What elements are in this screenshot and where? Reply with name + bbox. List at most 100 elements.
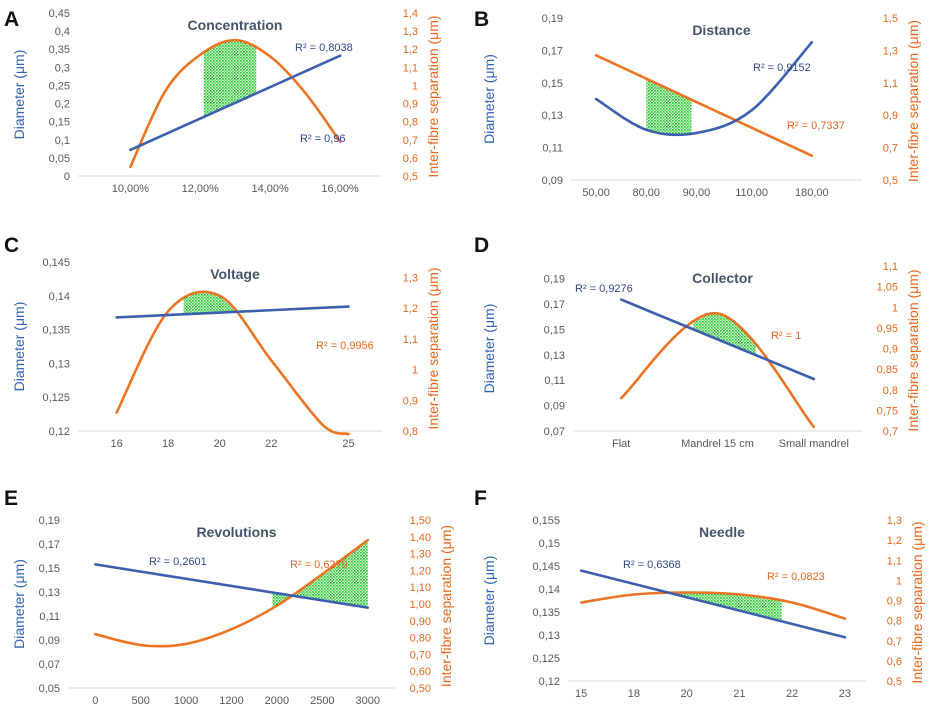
y-tick-label: 0,12 bbox=[539, 676, 560, 688]
panel-label: B bbox=[474, 8, 489, 31]
separation-curve bbox=[115, 290, 350, 436]
chart-title: Concentration bbox=[188, 17, 283, 33]
chart-title: Voltage bbox=[210, 266, 260, 282]
optimum-region bbox=[693, 313, 756, 356]
y-tick-label: 0,15 bbox=[542, 78, 563, 90]
y-tick-label: 0,125 bbox=[532, 653, 560, 665]
y2-tick-label: 0,85 bbox=[877, 364, 898, 376]
x-tick-label: 2000 bbox=[265, 695, 289, 707]
panel-label: D bbox=[474, 234, 489, 257]
separation-r2-label: R² = 0,8038 bbox=[295, 42, 353, 54]
y-tick-label: 0,19 bbox=[542, 13, 563, 25]
x-tick-label: Small mandrel bbox=[779, 438, 849, 450]
separation-curve bbox=[579, 591, 847, 620]
y2-tick-label: 0,7 bbox=[887, 636, 902, 648]
y-tick-label: 0,4 bbox=[55, 26, 70, 38]
y2-tick-label: 1,05 bbox=[877, 282, 898, 294]
y2-tick-label: 0,8 bbox=[883, 385, 898, 397]
separation-curve bbox=[129, 38, 342, 169]
x-tick-label: 16,00% bbox=[321, 183, 359, 195]
x-tick-label: 80,00 bbox=[632, 187, 660, 199]
diameter-curve bbox=[579, 569, 847, 639]
y2-tick-label: 1,4 bbox=[403, 8, 418, 20]
y2-axis-label: Inter-fibre separation (μm) bbox=[425, 267, 441, 429]
x-tick-label: 50,00 bbox=[582, 187, 610, 199]
y-tick-label: 0,135 bbox=[532, 607, 560, 619]
y-tick-label: 0,13 bbox=[539, 630, 560, 642]
y2-tick-label: 0,5 bbox=[887, 676, 902, 688]
y2-tick-label: 1,1 bbox=[403, 62, 418, 74]
panel-label: F bbox=[474, 487, 487, 510]
x-tick-label: 21 bbox=[733, 688, 745, 700]
diameter-curve bbox=[115, 305, 350, 319]
y-tick-label: 0,125 bbox=[42, 392, 70, 404]
y2-tick-label: 0,5 bbox=[883, 175, 898, 187]
y-tick-label: 0,11 bbox=[544, 375, 565, 387]
y2-tick-label: 1,5 bbox=[883, 13, 898, 25]
y2-tick-label: 1 bbox=[412, 80, 418, 92]
y2-tick-label: 1,1 bbox=[887, 555, 902, 567]
y-tick-label: 0,05 bbox=[39, 683, 60, 695]
y-tick-label: 0,09 bbox=[542, 175, 563, 187]
y-tick-label: 0 bbox=[64, 171, 70, 183]
y2-tick-label: 0,6 bbox=[887, 656, 902, 668]
y-tick-label: 0,07 bbox=[544, 426, 565, 438]
diameter-r2-label: R² = 0,9152 bbox=[753, 62, 811, 74]
x-tick-label: 14,00% bbox=[252, 183, 290, 195]
y2-tick-label: 1,00 bbox=[410, 599, 431, 611]
optimum-region bbox=[646, 78, 692, 135]
y2-tick-label: 0,75 bbox=[877, 405, 898, 417]
diameter-curve bbox=[129, 54, 342, 152]
y-tick-label: 0,13 bbox=[49, 358, 70, 370]
y-tick-label: 0,14 bbox=[539, 584, 560, 596]
panel-C: C 0,12 0,125 0,13 0,135 0,14 0,145 0,8 0,9 1 1,1 1,… bbox=[4, 234, 441, 450]
y-tick-label: 0,3 bbox=[55, 62, 70, 74]
x-tick-label: 15 bbox=[575, 688, 587, 700]
y2-tick-label: 0,7 bbox=[883, 143, 898, 155]
separation-curve bbox=[94, 538, 370, 648]
y2-tick-label: 1,3 bbox=[403, 26, 418, 38]
y2-tick-label: 1,3 bbox=[883, 45, 898, 57]
y2-tick-label: 1,1 bbox=[883, 261, 898, 273]
y2-tick-label: 1 bbox=[896, 575, 902, 587]
chart-title: Distance bbox=[692, 22, 751, 38]
y2-axis-label: Inter-fibre separation (μm) bbox=[425, 15, 441, 177]
panel-label: C bbox=[4, 234, 19, 257]
y2-tick-label: 0,8 bbox=[887, 616, 902, 628]
y2-tick-label: 0,7 bbox=[403, 135, 418, 147]
y-tick-label: 0,35 bbox=[49, 44, 70, 56]
y2-tick-label: 0,7 bbox=[883, 426, 898, 438]
x-tick-label: 90,00 bbox=[683, 187, 711, 199]
y-axis-label: Diameter (μm) bbox=[11, 50, 27, 140]
y2-tick-label: 0,9 bbox=[883, 110, 898, 122]
y-tick-label: 0,11 bbox=[39, 611, 60, 623]
diameter-r2-label: R² = 0,96 bbox=[300, 133, 346, 145]
x-tick-label: 20 bbox=[681, 688, 693, 700]
x-tick-label: 23 bbox=[839, 688, 851, 700]
y-axis-label: Diameter (μm) bbox=[11, 559, 27, 649]
y-tick-label: 0,15 bbox=[49, 117, 70, 129]
y-tick-label: 0,135 bbox=[42, 325, 70, 337]
x-tick-label: Mandrel 15 cm bbox=[681, 438, 754, 450]
y-tick-label: 0,19 bbox=[544, 274, 565, 286]
x-tick-label: 22 bbox=[786, 688, 798, 700]
y-tick-label: 0,2 bbox=[55, 99, 70, 111]
y-tick-label: 0,13 bbox=[544, 350, 565, 362]
y-axis-label: Diameter (μm) bbox=[11, 302, 27, 392]
x-tick-label: 25 bbox=[342, 438, 354, 450]
y-tick-label: 0,11 bbox=[542, 143, 563, 155]
x-tick-label: 0 bbox=[92, 695, 98, 707]
y-tick-label: 0,15 bbox=[544, 324, 565, 336]
x-tick-label: 1000 bbox=[174, 695, 198, 707]
y2-tick-label: 1,50 bbox=[410, 515, 431, 527]
separation-r2-label: R² = 0,0823 bbox=[767, 571, 825, 583]
y-tick-label: 0,145 bbox=[532, 561, 560, 573]
x-tick-label: 20 bbox=[214, 438, 226, 450]
y2-tick-label: 0,50 bbox=[410, 683, 431, 695]
panel-E: E 0,05 0,07 0,09 0,11 0,13 0,15 0,17 0,19 0,50 0,6… bbox=[4, 487, 454, 707]
y-axis-label: Diameter (μm) bbox=[481, 54, 497, 144]
x-tick-label: 12,00% bbox=[182, 183, 220, 195]
diameter-curve bbox=[594, 41, 814, 137]
y2-tick-label: 0,8 bbox=[403, 426, 418, 438]
